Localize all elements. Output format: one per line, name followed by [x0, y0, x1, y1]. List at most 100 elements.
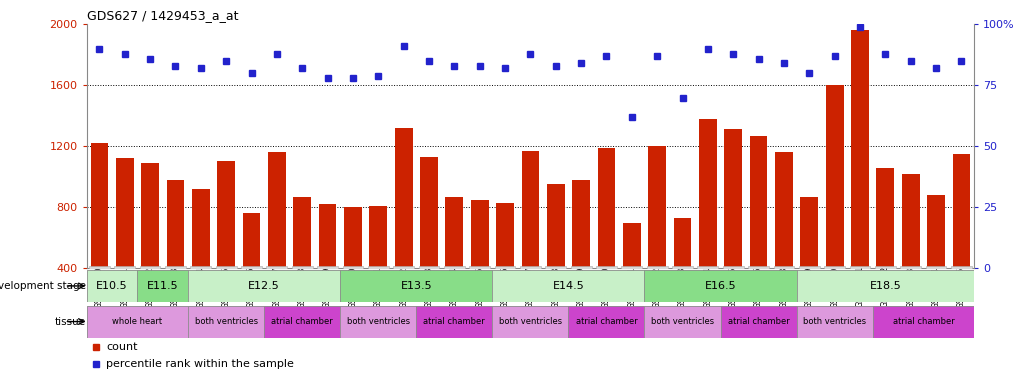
Text: GSM25176: GSM25176 [753, 266, 762, 308]
Text: GSM25158: GSM25158 [298, 266, 307, 308]
Text: GSM25185: GSM25185 [956, 266, 965, 308]
Bar [926, 195, 944, 268]
Bar [825, 86, 843, 268]
Text: both ventricles: both ventricles [498, 317, 561, 326]
FancyBboxPatch shape [443, 266, 465, 269]
FancyBboxPatch shape [240, 266, 262, 269]
FancyBboxPatch shape [492, 270, 644, 302]
FancyBboxPatch shape [216, 266, 236, 269]
Text: GSM25170: GSM25170 [601, 266, 610, 308]
Bar [166, 180, 184, 268]
Bar [471, 200, 488, 268]
Bar [217, 162, 234, 268]
FancyBboxPatch shape [138, 270, 187, 302]
Bar [521, 151, 539, 268]
FancyBboxPatch shape [340, 306, 416, 338]
Text: both ventricles: both ventricles [195, 317, 258, 326]
Bar [420, 157, 437, 268]
Text: whole heart: whole heart [112, 317, 162, 326]
FancyBboxPatch shape [925, 266, 946, 269]
Bar [318, 204, 336, 268]
FancyBboxPatch shape [772, 266, 794, 269]
Bar [343, 207, 362, 268]
Text: GSM25163: GSM25163 [424, 266, 433, 308]
Text: GSM25154: GSM25154 [196, 266, 205, 308]
Text: atrial chamber: atrial chamber [423, 317, 485, 326]
Bar [749, 136, 766, 268]
FancyBboxPatch shape [494, 266, 515, 269]
Bar [774, 152, 792, 268]
Text: GSM25156: GSM25156 [247, 266, 256, 308]
FancyBboxPatch shape [595, 266, 616, 269]
Text: development stage: development stage [0, 281, 86, 291]
FancyBboxPatch shape [798, 266, 819, 269]
Bar [268, 152, 285, 268]
Text: GSM25180: GSM25180 [829, 266, 839, 308]
Text: GSM25152: GSM25152 [146, 266, 155, 308]
FancyBboxPatch shape [874, 266, 895, 269]
Text: GSM25169: GSM25169 [576, 266, 585, 308]
Bar [698, 119, 716, 268]
FancyBboxPatch shape [872, 306, 973, 338]
Text: E16.5: E16.5 [704, 281, 736, 291]
Text: both ventricles: both ventricles [802, 317, 865, 326]
Text: GDS627 / 1429453_a_at: GDS627 / 1429453_a_at [87, 9, 238, 22]
Text: atrial chamber: atrial chamber [892, 317, 954, 326]
Text: GSM25157: GSM25157 [272, 266, 281, 308]
Bar [952, 154, 969, 268]
FancyBboxPatch shape [545, 266, 566, 269]
FancyBboxPatch shape [140, 266, 160, 269]
Text: atrial chamber: atrial chamber [271, 317, 333, 326]
Bar [293, 196, 311, 268]
Text: count: count [106, 342, 138, 352]
Text: E12.5: E12.5 [248, 281, 280, 291]
Text: both ventricles: both ventricles [346, 317, 410, 326]
Text: GSM25179: GSM25179 [804, 266, 813, 308]
FancyBboxPatch shape [114, 266, 135, 269]
FancyBboxPatch shape [393, 266, 414, 269]
Bar [546, 184, 565, 268]
Bar [445, 196, 463, 268]
Text: GSM25151: GSM25151 [120, 266, 129, 308]
Bar [116, 158, 133, 268]
FancyBboxPatch shape [748, 266, 768, 269]
FancyBboxPatch shape [317, 266, 337, 269]
Text: GSM25165: GSM25165 [475, 266, 484, 308]
FancyBboxPatch shape [644, 306, 719, 338]
FancyBboxPatch shape [89, 266, 110, 269]
FancyBboxPatch shape [520, 266, 540, 269]
Text: GSM25159: GSM25159 [323, 266, 332, 308]
FancyBboxPatch shape [291, 266, 312, 269]
FancyBboxPatch shape [823, 266, 844, 269]
Text: E18.5: E18.5 [868, 281, 901, 291]
Text: atrial chamber: atrial chamber [727, 317, 789, 326]
Text: GSM25166: GSM25166 [500, 266, 510, 308]
FancyBboxPatch shape [492, 306, 568, 338]
FancyBboxPatch shape [900, 266, 920, 269]
Text: GSM25150: GSM25150 [95, 266, 104, 308]
Text: GSM25178: GSM25178 [779, 266, 788, 308]
FancyBboxPatch shape [264, 306, 340, 338]
Text: GSM25175: GSM25175 [728, 266, 737, 308]
Text: GSM25174: GSM25174 [703, 266, 711, 308]
Text: percentile rank within the sample: percentile rank within the sample [106, 359, 293, 369]
FancyBboxPatch shape [368, 266, 388, 269]
Bar [673, 218, 691, 268]
FancyBboxPatch shape [950, 266, 971, 269]
Text: GSM25160: GSM25160 [348, 266, 357, 308]
Text: GSM25182: GSM25182 [880, 266, 889, 308]
FancyBboxPatch shape [187, 306, 264, 338]
FancyBboxPatch shape [796, 270, 973, 302]
FancyBboxPatch shape [722, 266, 743, 269]
FancyBboxPatch shape [191, 266, 211, 269]
FancyBboxPatch shape [87, 306, 187, 338]
FancyBboxPatch shape [796, 306, 872, 338]
Text: E10.5: E10.5 [96, 281, 127, 291]
Text: GSM25173: GSM25173 [678, 266, 687, 308]
Bar [875, 168, 894, 268]
Bar [648, 146, 665, 268]
FancyBboxPatch shape [342, 266, 363, 269]
FancyBboxPatch shape [340, 270, 492, 302]
Bar [91, 143, 108, 268]
Text: GSM25171: GSM25171 [627, 266, 636, 308]
